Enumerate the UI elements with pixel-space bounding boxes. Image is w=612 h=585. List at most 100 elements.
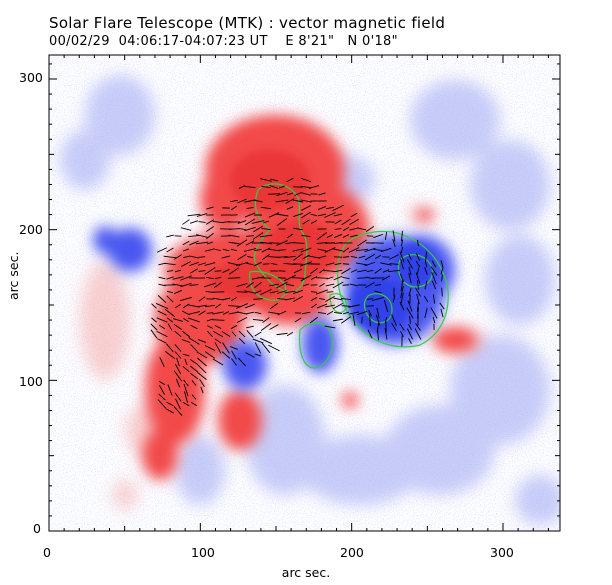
field-vector [269, 185, 279, 189]
field-vector [292, 248, 304, 252]
field-vector [377, 327, 379, 341]
field-vector [332, 204, 344, 212]
field-vector [206, 312, 214, 314]
field-vector [237, 220, 247, 224]
field-vector [416, 267, 420, 275]
field-vector [182, 248, 190, 252]
field-vector [440, 308, 444, 318]
field-vector [182, 365, 190, 373]
field-vector [383, 299, 389, 313]
field-vector [439, 302, 445, 310]
field-vector [409, 316, 411, 324]
field-vector [172, 276, 184, 280]
field-vector [181, 330, 191, 338]
field-vector [276, 256, 288, 258]
field-vector [198, 221, 206, 223]
field-vector [317, 311, 327, 315]
field-vector [245, 281, 255, 289]
field-vector [237, 357, 247, 367]
field-vector [300, 185, 312, 189]
field-vector [294, 192, 302, 196]
field-vector [301, 192, 311, 196]
field-vector [276, 281, 288, 289]
field-vector [181, 339, 191, 343]
y-tick-label: 0 [33, 521, 41, 536]
field-vector [207, 325, 213, 329]
field-vector [167, 384, 173, 396]
field-vector [244, 212, 256, 218]
field-vector [389, 254, 399, 260]
field-vector [159, 385, 165, 395]
field-vector [432, 294, 436, 304]
field-vector [189, 240, 199, 246]
field-vector [184, 358, 188, 366]
field-vector [221, 255, 231, 259]
y-tick-label: 100 [19, 374, 43, 389]
field-vector [172, 283, 184, 287]
field-vector [260, 288, 272, 296]
field-vector [392, 230, 396, 242]
field-vector [326, 291, 334, 293]
field-vector [236, 316, 248, 324]
field-vector [212, 297, 224, 301]
field-vector [214, 338, 222, 344]
field-vector [309, 267, 319, 275]
field-vector [230, 324, 238, 330]
field-vector [262, 253, 270, 261]
field-vector [357, 277, 367, 279]
field-vector [324, 325, 336, 329]
field-vector [416, 300, 420, 312]
field-vector [342, 276, 350, 280]
field-vector [222, 248, 230, 252]
plot-frame [48, 54, 561, 532]
field-vector [440, 260, 444, 268]
field-vector [261, 227, 271, 231]
figure-title: Solar Flare Telescope (MTK) : vector mag… [49, 14, 446, 32]
field-vector [182, 240, 190, 246]
field-vector [173, 370, 183, 382]
field-vector [174, 344, 182, 352]
field-vector [244, 290, 256, 294]
field-vector [334, 262, 342, 266]
field-vector [157, 399, 167, 409]
field-vector [400, 239, 404, 247]
field-vector [158, 283, 166, 287]
field-vector [228, 228, 240, 230]
field-vector [366, 269, 374, 273]
field-vector [293, 227, 303, 231]
field-vector [191, 394, 197, 400]
field-vector [391, 314, 397, 326]
field-vector [332, 318, 344, 322]
field-vector [357, 269, 367, 273]
field-vector [175, 378, 181, 388]
field-vector [384, 328, 388, 340]
field-vector [431, 280, 437, 290]
y-tick-label: 300 [19, 70, 43, 85]
field-vector [374, 268, 382, 274]
field-vector [268, 344, 280, 352]
field-vector [432, 316, 436, 324]
field-vector [197, 339, 207, 343]
x-tick-label: 300 [490, 545, 514, 560]
field-vector [244, 218, 256, 226]
field-vector [316, 303, 328, 309]
field-vector [399, 323, 405, 331]
field-vector [199, 378, 205, 388]
field-vector [222, 311, 230, 315]
field-vector [204, 345, 216, 351]
x-tick-label: 100 [191, 545, 215, 560]
field-vector [333, 297, 343, 301]
field-vector [276, 240, 288, 246]
field-vector [206, 241, 214, 245]
field-vector [212, 220, 224, 224]
field-vector [315, 289, 329, 295]
field-vector [382, 269, 390, 273]
field-vector [244, 185, 256, 189]
field-vector [368, 309, 372, 317]
field-vector [174, 330, 182, 338]
field-vector [293, 213, 303, 217]
field-vector [244, 226, 256, 232]
field-vector [254, 281, 262, 289]
field-vector [246, 329, 254, 339]
figure-subtitle: 00/02/29 04:06:17-04:07:23 UT E 8'21" N … [49, 34, 398, 49]
